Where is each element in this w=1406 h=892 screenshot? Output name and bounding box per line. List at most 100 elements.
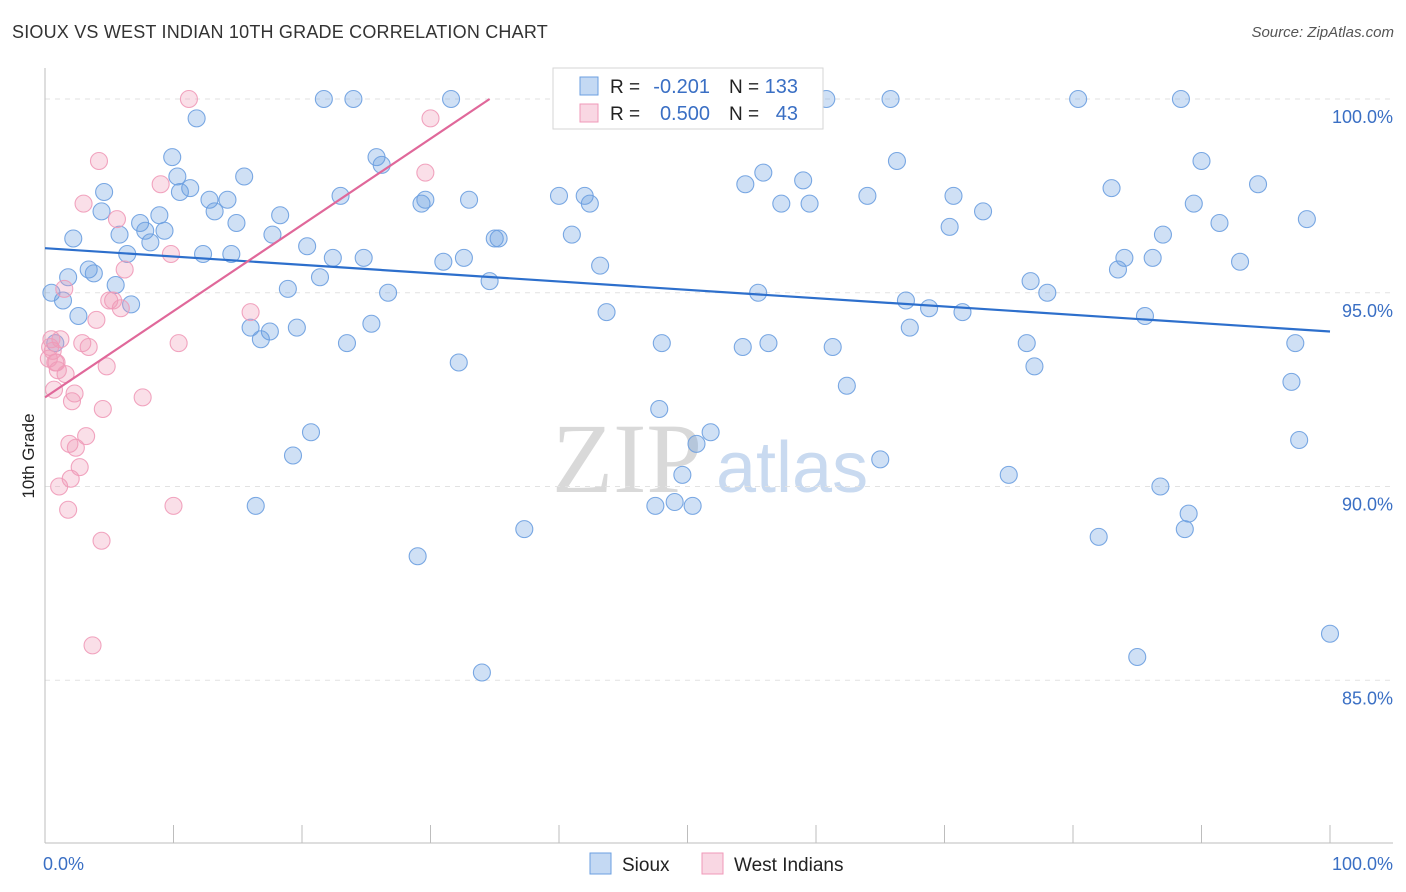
point-sioux-53 bbox=[408, 547, 427, 566]
point-sioux-120 bbox=[1171, 89, 1190, 109]
point-sioux-67 bbox=[562, 225, 581, 244]
legend-r-label-west-indians: R = bbox=[610, 104, 640, 125]
point-sioux-63 bbox=[485, 229, 504, 248]
point-sioux-11 bbox=[110, 225, 129, 244]
point-west-indians-15 bbox=[66, 438, 85, 457]
point-west-indians-21 bbox=[83, 636, 102, 655]
legend-r-label-sioux: R = bbox=[610, 77, 640, 98]
point-sioux-125 bbox=[1210, 213, 1229, 233]
point-west-indians-10 bbox=[59, 500, 78, 519]
point-sioux-21 bbox=[170, 182, 189, 202]
point-sioux-26 bbox=[205, 202, 224, 221]
point-sioux-113 bbox=[1108, 260, 1128, 279]
point-sioux-110 bbox=[1069, 89, 1088, 109]
point-sioux-89 bbox=[794, 171, 813, 190]
point-west-indians-36 bbox=[169, 334, 188, 353]
point-sioux-27 bbox=[218, 190, 237, 209]
point-sioux-47 bbox=[344, 89, 363, 109]
point-sioux-124 bbox=[1192, 151, 1211, 171]
point-west-indians-18 bbox=[74, 194, 93, 213]
legend-r-value-west-indians: 0.500 bbox=[660, 103, 710, 125]
point-sioux-62 bbox=[480, 272, 499, 291]
point-sioux-60 bbox=[459, 190, 479, 209]
point-sioux-82 bbox=[701, 423, 720, 442]
point-sioux-78 bbox=[665, 492, 684, 512]
point-sioux-90 bbox=[800, 194, 819, 213]
point-sioux-29 bbox=[227, 213, 246, 233]
point-sioux-66 bbox=[549, 186, 569, 205]
point-west-indians-32 bbox=[133, 388, 152, 407]
point-sioux-20 bbox=[168, 167, 187, 186]
x-tick-labels: 0.0% 100.0% bbox=[43, 854, 1393, 874]
point-sioux-25 bbox=[200, 190, 219, 209]
point-sioux-59 bbox=[454, 248, 473, 267]
point-sioux-46 bbox=[337, 334, 357, 353]
point-sioux-45 bbox=[331, 186, 350, 205]
point-sioux-37 bbox=[278, 279, 297, 298]
point-sioux-69 bbox=[580, 194, 599, 213]
point-sioux-57 bbox=[442, 89, 461, 109]
point-sioux-108 bbox=[1025, 357, 1044, 376]
point-sioux-65 bbox=[515, 520, 534, 539]
y-tick-label-2: 90.0% bbox=[1342, 495, 1393, 515]
series-legend-label-sioux: Sioux bbox=[622, 855, 670, 876]
point-sioux-129 bbox=[1286, 334, 1305, 353]
point-sioux-95 bbox=[871, 450, 890, 469]
point-west-indians-16 bbox=[70, 458, 89, 477]
x-tick-label-1: 100.0% bbox=[1332, 854, 1393, 874]
point-sioux-64 bbox=[489, 229, 508, 248]
trend-line-west-indians bbox=[44, 98, 491, 399]
point-sioux-10 bbox=[106, 275, 125, 295]
series-legend-label-west-indians: West Indians bbox=[734, 855, 843, 876]
point-sioux-112 bbox=[1102, 179, 1121, 198]
point-west-indians-39 bbox=[416, 163, 435, 182]
legend-n-label-sioux: N = bbox=[729, 77, 759, 98]
point-sioux-24 bbox=[194, 244, 213, 264]
y-tick-label-1: 95.0% bbox=[1342, 301, 1393, 321]
point-sioux-123 bbox=[1184, 194, 1203, 213]
point-west-indians-33 bbox=[151, 175, 170, 194]
point-sioux-88 bbox=[772, 194, 791, 213]
point-west-indians-25 bbox=[93, 399, 112, 419]
x-tick-label-0: 0.0% bbox=[43, 854, 84, 874]
point-sioux-17 bbox=[150, 206, 169, 225]
point-west-indians-20 bbox=[79, 337, 98, 357]
y-axis-title: 10th Grade bbox=[19, 413, 38, 498]
series-legend-swatch-sioux bbox=[589, 852, 612, 875]
point-sioux-101 bbox=[940, 217, 959, 236]
point-west-indians-34 bbox=[161, 244, 180, 264]
point-west-indians-28 bbox=[104, 291, 123, 310]
trend-line-sioux bbox=[44, 247, 1331, 333]
axes bbox=[44, 68, 1393, 844]
point-west-indians-19 bbox=[77, 427, 96, 446]
watermark: ZIP atlas bbox=[552, 403, 868, 514]
point-sioux-107 bbox=[1021, 272, 1040, 291]
point-sioux-16 bbox=[141, 233, 160, 252]
gridlines bbox=[45, 98, 1393, 681]
point-sioux-7 bbox=[84, 264, 103, 283]
point-sioux-84 bbox=[736, 175, 755, 194]
point-sioux-109 bbox=[1038, 283, 1057, 302]
point-sioux-94 bbox=[858, 186, 877, 205]
point-sioux-49 bbox=[362, 314, 381, 333]
point-west-indians-42 bbox=[46, 353, 65, 372]
point-west-indians-41 bbox=[41, 337, 60, 357]
point-west-indians-26 bbox=[97, 357, 116, 376]
point-sioux-130 bbox=[1290, 430, 1309, 450]
point-sioux-103 bbox=[953, 303, 972, 322]
point-sioux-105 bbox=[999, 465, 1018, 484]
point-sioux-128 bbox=[1282, 372, 1301, 391]
point-sioux-83 bbox=[733, 337, 752, 357]
point-sioux-80 bbox=[683, 496, 702, 515]
point-sioux-9 bbox=[95, 182, 114, 202]
point-sioux-100 bbox=[920, 299, 939, 318]
point-sioux-36 bbox=[271, 206, 290, 225]
point-sioux-52 bbox=[379, 283, 398, 302]
point-west-indians-22 bbox=[87, 310, 106, 329]
point-sioux-4 bbox=[64, 229, 83, 248]
point-sioux-39 bbox=[287, 318, 306, 337]
legend-swatch-west-indians bbox=[579, 103, 599, 123]
point-sioux-111 bbox=[1089, 527, 1108, 546]
chart-title: SIOUX VS WEST INDIAN 10TH GRADE CORRELAT… bbox=[12, 22, 548, 42]
